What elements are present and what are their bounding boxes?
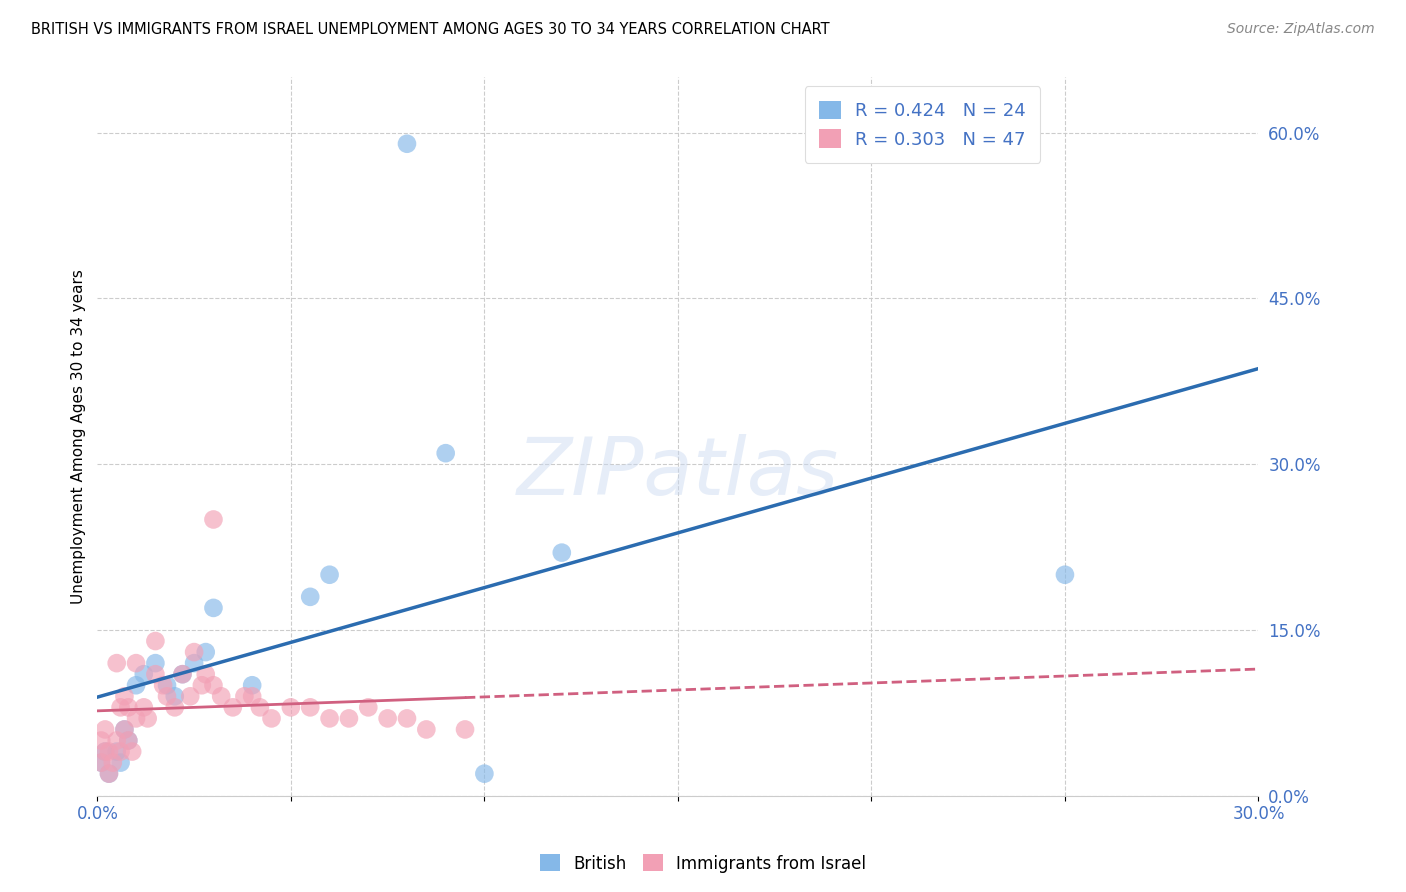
Point [357, 700, 380, 714]
Point [110, 700, 132, 714]
Point [183, 656, 205, 670]
Point [97, 766, 120, 780]
Point [179, 690, 201, 704]
Point [94, 723, 117, 737]
Point [191, 678, 214, 692]
Point [172, 667, 194, 681]
Point [194, 667, 217, 681]
Point [97, 745, 120, 759]
Point [434, 446, 457, 460]
Point [156, 690, 179, 704]
Point [395, 136, 418, 151]
Point [97, 766, 120, 780]
Point [249, 700, 271, 714]
Point [240, 690, 263, 704]
Point [117, 733, 139, 747]
Text: BRITISH VS IMMIGRANTS FROM ISRAEL UNEMPLOYMENT AMONG AGES 30 TO 34 YEARS CORRELA: BRITISH VS IMMIGRANTS FROM ISRAEL UNEMPL… [31, 22, 830, 37]
Point [395, 711, 418, 725]
Point [163, 690, 186, 704]
Point [377, 711, 399, 725]
Point [163, 700, 186, 714]
Point [145, 634, 167, 648]
Legend: R = 0.424   N = 24, R = 0.303   N = 47: R = 0.424 N = 24, R = 0.303 N = 47 [804, 87, 1040, 163]
Point [240, 678, 263, 692]
Point [90, 756, 112, 770]
Legend: British, Immigrants from Israel: British, Immigrants from Israel [533, 847, 873, 880]
Point [1053, 567, 1076, 582]
Point [121, 745, 143, 759]
Point [260, 711, 283, 725]
Point [117, 733, 139, 747]
Point [299, 590, 322, 604]
Point [202, 678, 225, 692]
Point [474, 766, 496, 780]
Text: ZIPatlas: ZIPatlas [517, 434, 839, 511]
Point [194, 645, 217, 659]
Point [114, 690, 136, 704]
Point [280, 700, 302, 714]
Point [114, 723, 136, 737]
Point [94, 745, 117, 759]
Point [110, 745, 132, 759]
Point [125, 711, 148, 725]
Point [132, 667, 155, 681]
Point [337, 711, 360, 725]
Point [101, 756, 124, 770]
Point [136, 711, 159, 725]
Point [94, 745, 117, 759]
Point [110, 756, 132, 770]
Point [145, 656, 167, 670]
Text: Source: ZipAtlas.com: Source: ZipAtlas.com [1227, 22, 1375, 37]
Point [114, 723, 136, 737]
Point [209, 690, 232, 704]
Point [152, 678, 174, 692]
Point [318, 711, 340, 725]
Point [202, 512, 225, 526]
Point [183, 645, 205, 659]
Point [454, 723, 477, 737]
Point [172, 667, 194, 681]
Point [318, 567, 340, 582]
Point [105, 733, 128, 747]
Point [233, 690, 256, 704]
Point [105, 745, 128, 759]
Point [299, 700, 322, 714]
Point [125, 656, 148, 670]
Point [415, 723, 437, 737]
Point [222, 700, 245, 714]
Point [132, 700, 155, 714]
Point [90, 756, 112, 770]
Point [156, 678, 179, 692]
Y-axis label: Unemployment Among Ages 30 to 34 years: Unemployment Among Ages 30 to 34 years [72, 269, 86, 604]
Point [145, 667, 167, 681]
Point [551, 546, 574, 560]
Point [90, 733, 112, 747]
Point [125, 678, 148, 692]
Point [117, 700, 139, 714]
Point [202, 600, 225, 615]
Point [105, 656, 128, 670]
